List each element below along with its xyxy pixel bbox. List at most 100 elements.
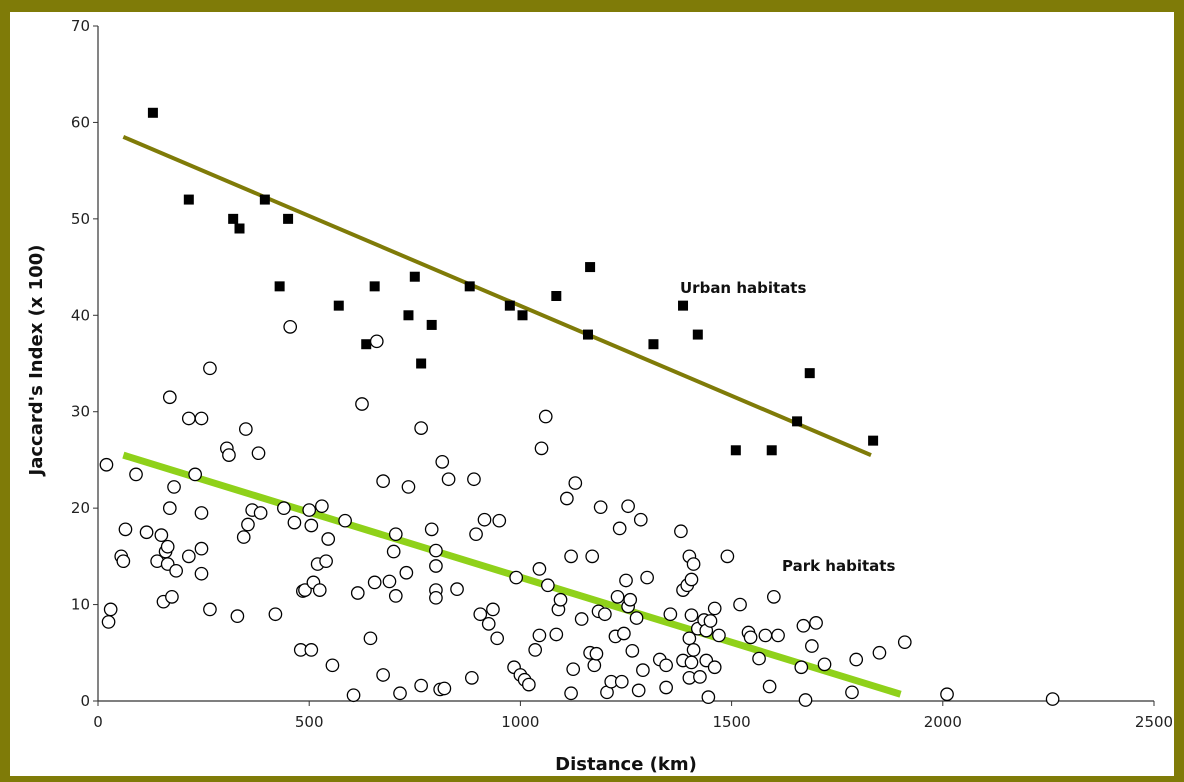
x-axis-title: Distance (km) <box>555 754 697 775</box>
park-data-point <box>528 643 543 657</box>
x-tick-label: 2500 <box>1135 713 1173 731</box>
park-data-point <box>238 422 253 436</box>
urban-data-point <box>403 310 414 321</box>
x-tick-label: 1500 <box>713 713 751 731</box>
urban-data-point <box>678 300 689 311</box>
urban-data-point <box>792 416 803 427</box>
park-data-point <box>181 411 196 426</box>
park-data-point <box>621 499 635 514</box>
park-data-point <box>849 652 864 667</box>
urban-data-point <box>692 329 703 340</box>
park-data-point <box>441 472 456 487</box>
x-tick-label: 2000 <box>924 713 962 731</box>
x-tick-label: 500 <box>295 713 324 731</box>
park-data-point <box>388 527 403 542</box>
park-data-point <box>684 572 699 587</box>
park-data-point <box>617 626 631 641</box>
y-tick-label: 0 <box>80 692 90 710</box>
park-data-point <box>587 658 602 673</box>
park-data-point <box>99 457 114 472</box>
urban-data-point <box>648 339 659 350</box>
park-data-point <box>321 532 336 546</box>
park-data-point <box>304 643 319 657</box>
park-data-point <box>203 361 217 376</box>
park-data-point <box>762 679 777 694</box>
y-tick-label: 40 <box>71 306 90 324</box>
park-data-point <box>287 515 302 530</box>
park-data-point <box>564 686 578 701</box>
urban-data-point <box>504 300 515 311</box>
park-data-point <box>574 612 589 626</box>
park-data-point <box>623 592 638 607</box>
park-data-point <box>693 670 707 684</box>
urban-data-point <box>416 358 427 369</box>
park-data-point <box>490 631 505 646</box>
park-data-point <box>116 554 131 569</box>
park-data-point <box>160 539 175 554</box>
park-data-point <box>401 480 416 494</box>
urban-data-point <box>517 310 528 321</box>
park-data-point <box>251 446 266 461</box>
data-points <box>99 107 1060 707</box>
park-data-point <box>464 671 479 685</box>
park-data-point <box>663 607 678 622</box>
park-data-point <box>796 618 811 633</box>
park-data-point <box>473 607 488 622</box>
park-data-point <box>674 524 688 539</box>
park-data-point <box>101 615 116 629</box>
park-data-point <box>129 467 143 482</box>
park-data-point <box>338 513 352 528</box>
park-data-point <box>940 687 954 702</box>
park-data-point <box>181 549 196 564</box>
park-data-point <box>369 334 384 349</box>
annotation-urban-habitats: Urban habitats <box>680 279 806 297</box>
park-data-point <box>538 409 553 424</box>
park-data-point <box>118 522 133 537</box>
park-data-point <box>194 541 209 556</box>
urban-data-point <box>551 291 562 301</box>
park-data-point <box>845 685 859 700</box>
park-data-point <box>350 586 365 600</box>
park-data-point <box>707 601 722 616</box>
urban-data-point <box>409 271 420 282</box>
park-data-point <box>165 590 179 604</box>
urban-data-point <box>426 319 437 330</box>
park-data-point <box>686 557 701 571</box>
park-data-point <box>614 674 629 689</box>
park-data-point <box>684 608 699 623</box>
park-data-point <box>798 693 813 707</box>
park-data-point <box>312 583 327 597</box>
park-data-point <box>659 658 673 673</box>
park-data-point <box>414 421 428 435</box>
park-data-point <box>139 525 154 540</box>
urban-data-point <box>333 300 344 311</box>
park-data-point <box>568 476 583 490</box>
park-data-point <box>532 628 547 643</box>
urban-data-point <box>283 213 294 224</box>
park-data-point <box>566 662 581 677</box>
park-data-point <box>230 609 245 623</box>
park-data-point <box>629 611 644 625</box>
park-data-point <box>346 688 361 703</box>
park-data-point <box>376 474 390 488</box>
park-data-point <box>169 563 183 578</box>
park-data-point <box>315 499 329 514</box>
park-data-point <box>268 607 283 622</box>
chart-labels: Urban habitats Park habitats Distance (k… <box>26 245 895 775</box>
park-data-point <box>684 655 699 670</box>
urban-data-point <box>234 223 245 234</box>
tick-labels: 0 10 20 30 40 50 60 70 0 500 1000 1500 2000 2500 <box>71 17 1173 731</box>
park-data-point <box>298 583 312 597</box>
park-data-point <box>162 390 177 405</box>
park-data-point <box>241 517 255 532</box>
park-data-point <box>712 628 726 643</box>
park-data-point <box>162 501 177 515</box>
urban-data-point <box>804 368 815 379</box>
park-data-point <box>382 574 397 589</box>
park-data-point <box>509 570 524 585</box>
park-data-point <box>872 645 887 660</box>
park-data-point <box>154 528 169 542</box>
park-data-point <box>549 627 564 642</box>
